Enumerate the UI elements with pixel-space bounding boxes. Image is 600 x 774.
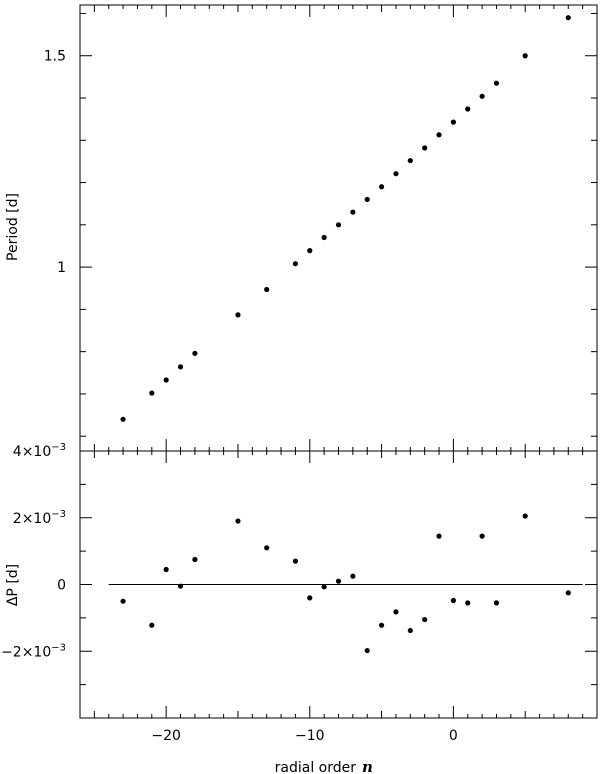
period-y-axis-label: Period [d] [5, 193, 21, 261]
period-panel: 11.5 Period [d] [5, 4, 598, 452]
period-panel-frame [79, 4, 598, 452]
period-y-tick-label: 1.5 [44, 49, 66, 65]
residual-y-tick-label: −2×10−3 [1, 642, 66, 660]
period-point [350, 209, 356, 215]
residual-point [364, 647, 370, 654]
period-point [264, 286, 270, 293]
period-point [493, 80, 500, 86]
period-point [163, 377, 169, 383]
residual-point [192, 556, 198, 563]
residual-point [177, 583, 184, 589]
period-point [436, 132, 442, 138]
residual-point [407, 627, 413, 634]
period-point [292, 261, 299, 267]
residual-point [292, 558, 299, 564]
period-point [422, 145, 428, 151]
period-points [120, 15, 571, 422]
residual-y-tick-label: 0 [57, 578, 66, 594]
period-point [479, 93, 485, 99]
x-axis-symbol: n [362, 758, 373, 774]
period-point [177, 364, 184, 370]
residual-point [321, 584, 327, 590]
residual-point [465, 600, 471, 606]
residual-point [522, 513, 528, 519]
period-point [149, 390, 155, 396]
residual-point [493, 600, 500, 606]
residual-point [422, 616, 428, 623]
period-point [120, 416, 126, 422]
period-point [393, 171, 399, 177]
residual-panel: −20 −10 0 4×10−3 2×10−3 0 −2×10−3 ΔP [d] [1, 442, 598, 744]
residual-y-axis-label: ΔP [d] [5, 564, 21, 606]
period-point [565, 15, 571, 21]
period-point [321, 234, 327, 241]
period-point [364, 196, 370, 203]
residual-point [565, 590, 571, 596]
x-tick-label: −20 [151, 728, 181, 744]
x-tick-label: 0 [449, 728, 458, 744]
period-y-tick-label: 1 [57, 260, 66, 276]
residual-point [149, 622, 155, 628]
residual-point [393, 609, 399, 615]
residual-point [436, 533, 442, 539]
x-tick-label: −10 [295, 728, 325, 744]
residual-point [235, 518, 241, 524]
residual-point [307, 595, 313, 601]
period-point [407, 157, 413, 164]
residual-point [264, 545, 270, 551]
x-axis-label: radial order [275, 760, 357, 774]
period-point [192, 350, 198, 356]
period-point [465, 106, 471, 112]
period-panel-tick-labels: 11.5 [44, 49, 66, 276]
residual-panel-tick-labels: −20 −10 0 4×10−3 2×10−3 0 −2×10−3 [1, 442, 458, 744]
period-point [522, 53, 528, 59]
residual-point [450, 597, 456, 604]
residual-point [350, 573, 356, 579]
residual-point [335, 578, 342, 584]
period-point [378, 184, 385, 190]
period-panel-ticks [80, 5, 598, 451]
residual-point [378, 622, 385, 628]
period-point [450, 119, 456, 125]
residual-point [163, 566, 169, 573]
period-point [235, 312, 241, 318]
residual-point [120, 598, 126, 604]
residual-y-tick-label: 2×10−3 [13, 509, 66, 527]
residual-point [479, 533, 485, 539]
period-point [335, 222, 342, 228]
period-point [307, 248, 313, 254]
residual-points [120, 513, 571, 654]
residual-panel-ticks [80, 450, 598, 719]
residual-y-tick-label: 4×10−3 [13, 442, 66, 460]
